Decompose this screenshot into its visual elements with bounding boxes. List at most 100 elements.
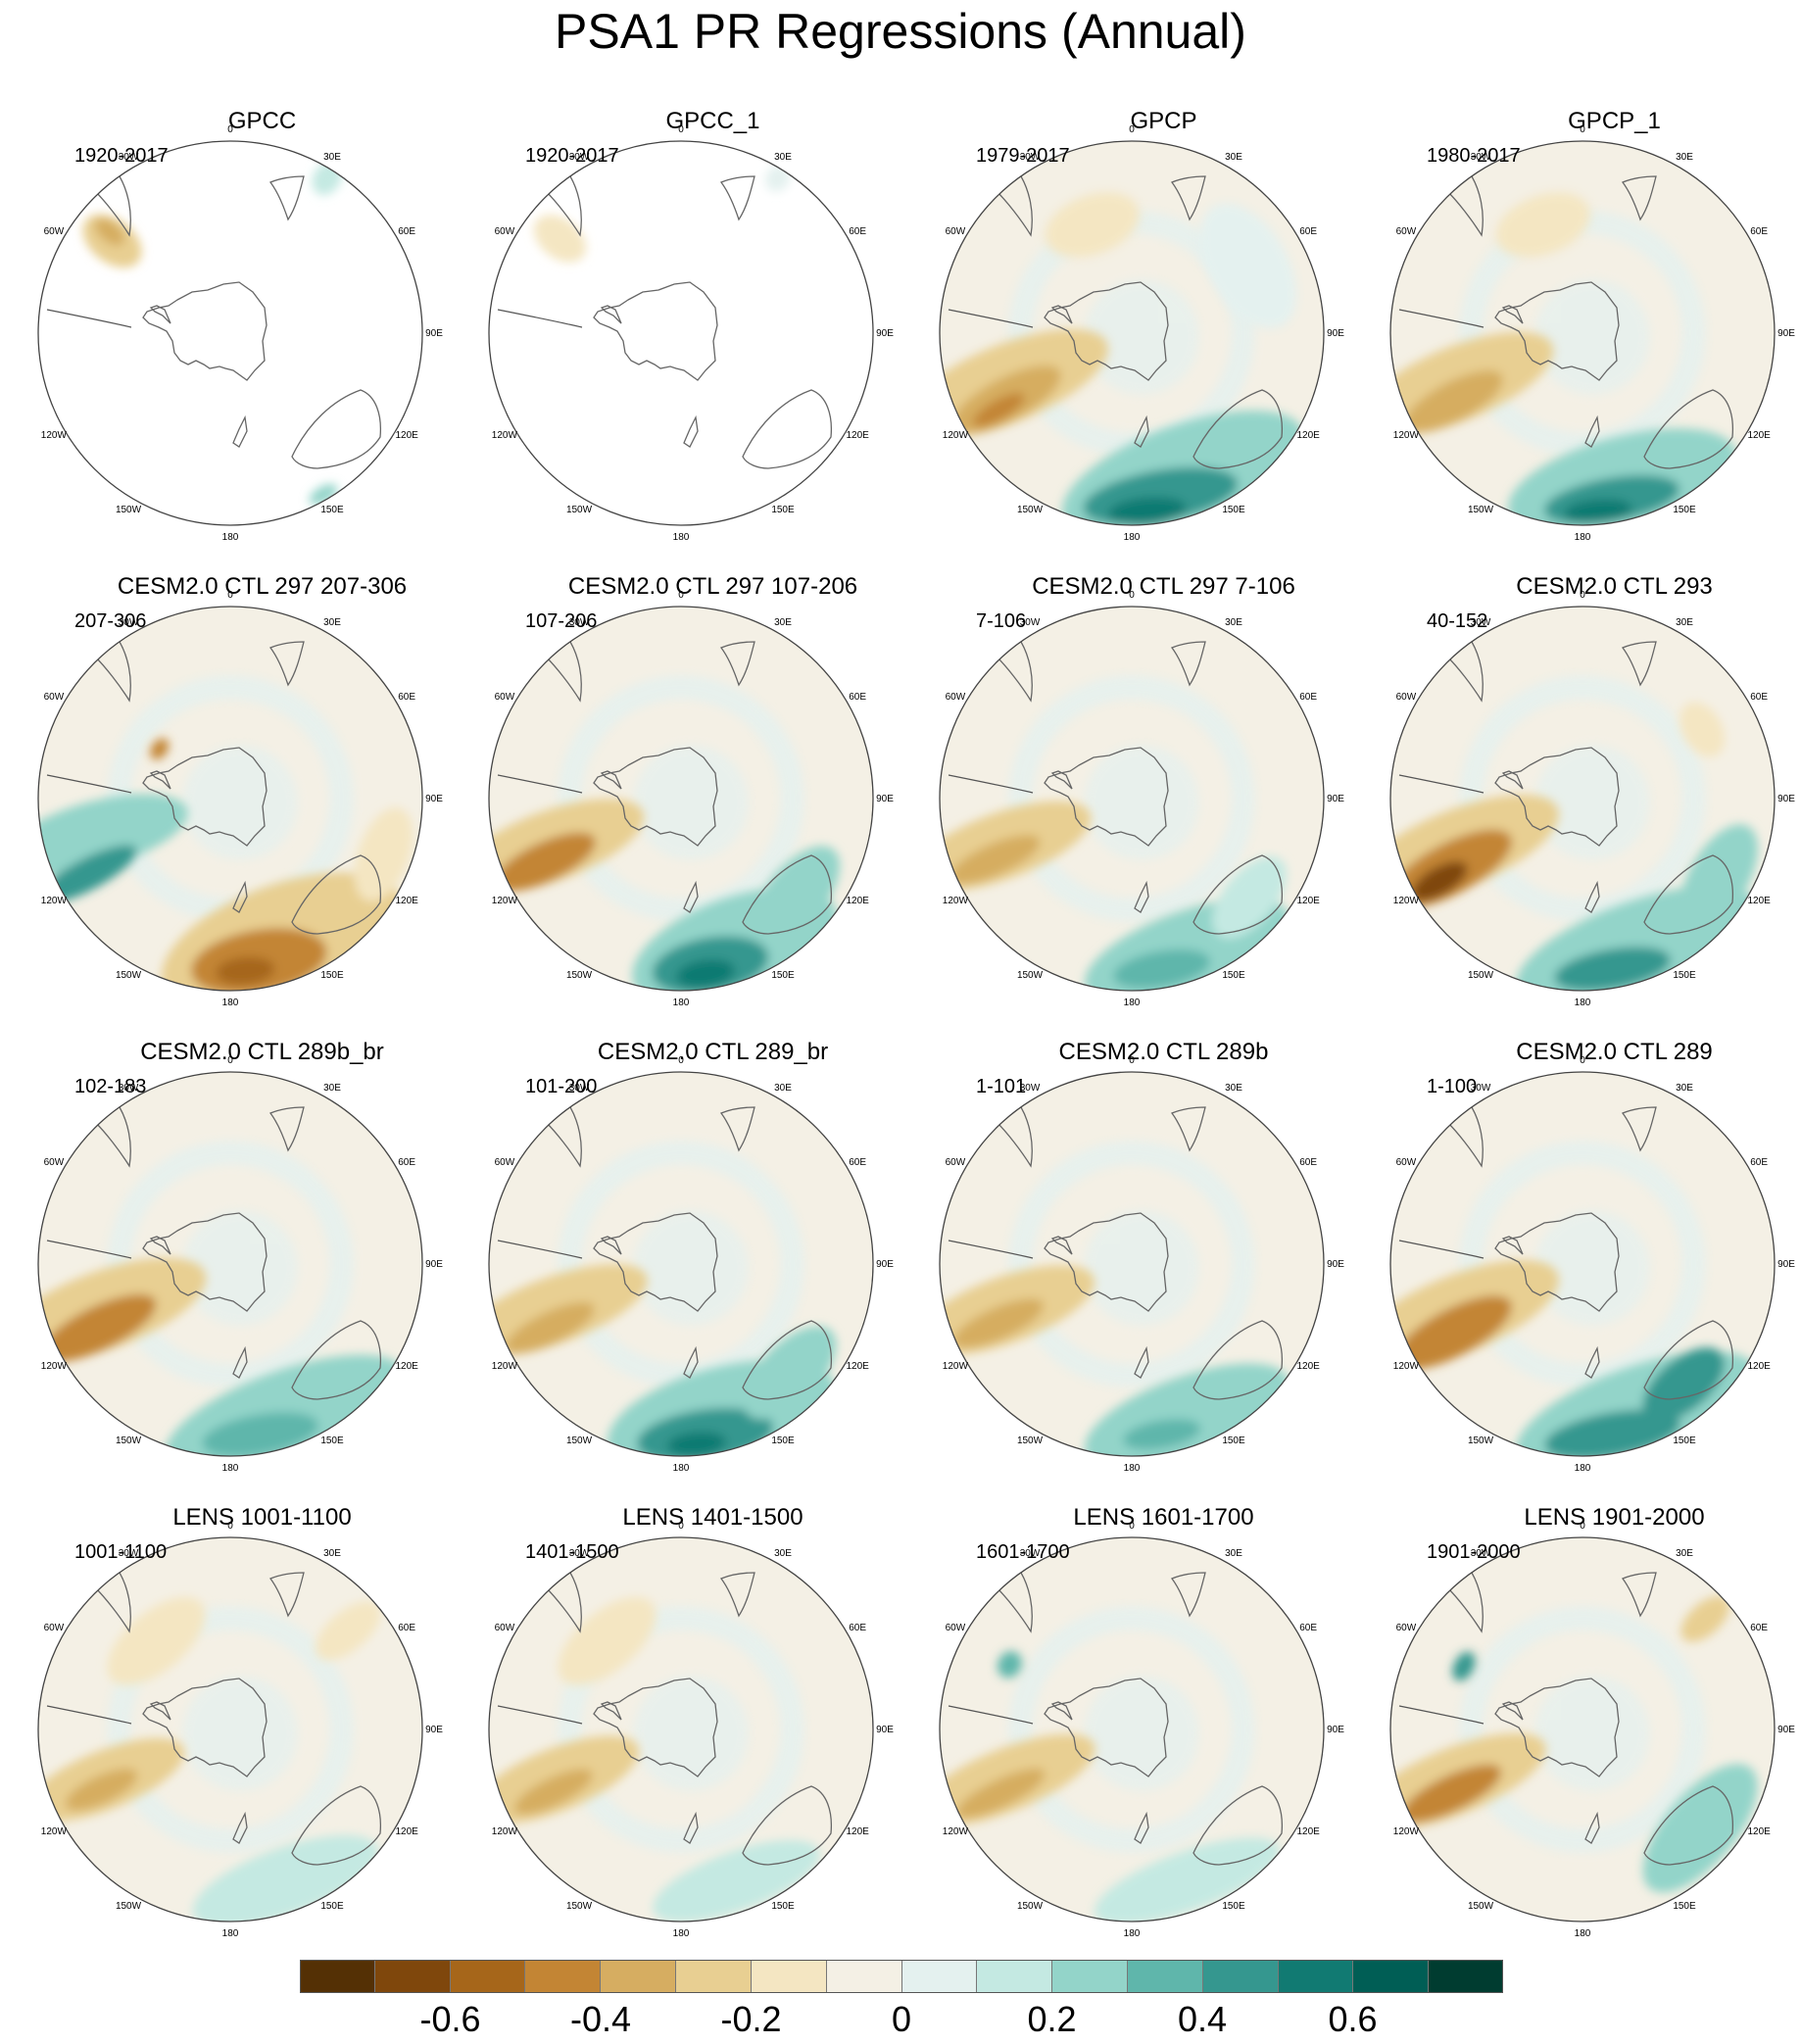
panel-years: 1-101	[976, 1076, 1027, 1097]
longitude-label: 0	[678, 124, 684, 135]
longitude-label: 30E	[1225, 1548, 1242, 1559]
coastline	[1501, 1236, 1524, 1255]
coastline	[232, 1811, 248, 1844]
longitude-label: 30W	[1020, 617, 1041, 628]
colorbar-tick-label: 0.2	[1027, 1999, 1077, 2039]
coastline	[948, 774, 1034, 794]
map-panel: 030E60E90E120E150E180150W120W90W60W30WCE…	[37, 1005, 487, 1471]
longitude-label: 180	[222, 1463, 239, 1471]
coastline	[142, 1212, 268, 1312]
anomaly-ring	[107, 1606, 354, 1853]
anomaly-blob	[150, 738, 170, 760]
map-panel: 030E60E90E120E150E180150W120W90W60W30WGP…	[1389, 74, 1801, 540]
longitude-label: 0	[1129, 1055, 1135, 1066]
coastline	[719, 1572, 755, 1618]
coastline	[291, 1320, 382, 1400]
longitude-label: 60W	[946, 226, 966, 237]
map-panel: 030E60E90E120E150E180150W120W90W60W30WLE…	[37, 1471, 487, 1936]
longitude-label: 150W	[1017, 1436, 1044, 1446]
coastline	[1193, 1785, 1284, 1866]
longitude-label: 0	[227, 590, 233, 601]
longitude-label: 90E	[425, 328, 443, 339]
longitude-label: 150W	[1017, 1901, 1044, 1912]
longitude-label: 30W	[1471, 152, 1491, 163]
colorbar-swatch	[450, 1960, 526, 1993]
longitude-label: 60E	[1750, 1157, 1768, 1168]
longitude-label: 120E	[1747, 430, 1771, 441]
longitude-label: 150W	[1017, 505, 1044, 515]
longitude-label: 60W	[495, 692, 515, 703]
longitude-label: 150E	[771, 505, 795, 515]
longitude-label: 150W	[116, 505, 142, 515]
longitude-label: 120W	[943, 430, 969, 441]
longitude-label: 120E	[846, 430, 869, 441]
longitude-label: 30W	[119, 1083, 139, 1094]
longitude-label: 60W	[1396, 226, 1417, 237]
longitude-label: 150E	[320, 970, 344, 981]
anomaly-blob	[653, 1839, 820, 1922]
longitude-label: 60E	[398, 1623, 415, 1633]
coastline	[742, 854, 833, 935]
longitude-label: 30W	[1471, 1083, 1491, 1094]
coastline	[1494, 1678, 1620, 1777]
coastline	[142, 281, 268, 381]
coastline	[742, 389, 833, 469]
longitude-label: 150W	[566, 1436, 593, 1446]
longitude-label: 180	[1575, 1463, 1591, 1471]
anomaly-blob	[513, 1769, 593, 1815]
coastline	[1398, 309, 1485, 328]
longitude-label: 30W	[1471, 1548, 1491, 1559]
longitude-label: 0	[227, 124, 233, 135]
longitude-label: 180	[1124, 998, 1141, 1005]
map-background	[38, 141, 422, 525]
colorbar-swatch	[1127, 1960, 1203, 1993]
panel-title: GPCC	[227, 108, 297, 134]
coastline	[142, 747, 268, 847]
map-panel: 030E60E90E120E150E180150W120W90W60W30WCE…	[488, 540, 938, 1005]
anomaly-blob	[1642, 1764, 1758, 1893]
coastline	[1044, 1678, 1169, 1777]
coastline	[232, 1345, 248, 1379]
map-panel: 030E60E90E120E150E180150W120W90W60W30WLE…	[488, 1471, 938, 1936]
panel-years: 1401-1500	[525, 1541, 619, 1563]
anomaly-blob	[38, 845, 137, 904]
panel-title: GPCP	[1130, 108, 1197, 134]
longitude-label: 150W	[566, 505, 593, 515]
anomaly-blob	[955, 1769, 1046, 1819]
panel-years: 1-100	[1427, 1076, 1478, 1097]
longitude-label: 120W	[41, 896, 68, 906]
longitude-label: 180	[1575, 998, 1591, 1005]
polar-map: 030E60E90E120E150E180150W120W90W60W30W	[939, 1055, 1344, 1471]
longitude-label: 60E	[1750, 692, 1768, 703]
coastline	[46, 1705, 132, 1725]
longitude-label: 120W	[41, 1826, 68, 1837]
coastline	[1621, 175, 1657, 221]
longitude-label: 0	[1580, 1055, 1585, 1066]
anomaly-blob	[505, 1302, 595, 1354]
anomaly-ring	[107, 1141, 354, 1387]
longitude-label: 150W	[1017, 970, 1044, 981]
coastline	[1584, 880, 1600, 913]
coastline	[1501, 770, 1524, 790]
coastline	[268, 1572, 305, 1618]
longitude-label: 60E	[1299, 692, 1317, 703]
map-boundary	[939, 1071, 1325, 1457]
anomaly-ring	[558, 1141, 804, 1387]
anomaly-blob	[1045, 192, 1140, 258]
longitude-label: 120W	[1393, 1361, 1420, 1372]
polar-map: 030E60E90E120E150E180150W120W90W60W30W	[488, 124, 894, 540]
longitude-label: 180	[673, 1463, 690, 1471]
longitude-label: 90E	[1777, 328, 1795, 339]
colorbar-swatch	[826, 1960, 902, 1993]
map-boundary	[939, 1536, 1325, 1922]
colorbar-swatch	[525, 1960, 602, 1993]
anomaly-ring	[1008, 675, 1255, 922]
longitude-label: 150E	[1222, 1901, 1245, 1912]
coastline	[232, 414, 248, 448]
coastline	[1398, 1705, 1485, 1725]
coastline	[593, 1212, 718, 1312]
map-boundary	[37, 1536, 423, 1922]
longitude-label: 30W	[1020, 1083, 1041, 1094]
polar-map: 030E60E90E120E150E180150W120W90W60W30W	[37, 124, 443, 540]
map-boundary	[488, 1536, 874, 1922]
